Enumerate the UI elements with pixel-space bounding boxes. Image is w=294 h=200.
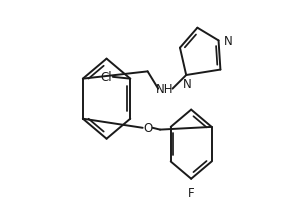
Text: N: N xyxy=(223,35,232,48)
Text: Cl: Cl xyxy=(100,71,112,84)
Text: NH: NH xyxy=(156,83,173,96)
Text: F: F xyxy=(188,186,195,199)
Text: O: O xyxy=(143,122,152,135)
Text: N: N xyxy=(183,77,191,90)
